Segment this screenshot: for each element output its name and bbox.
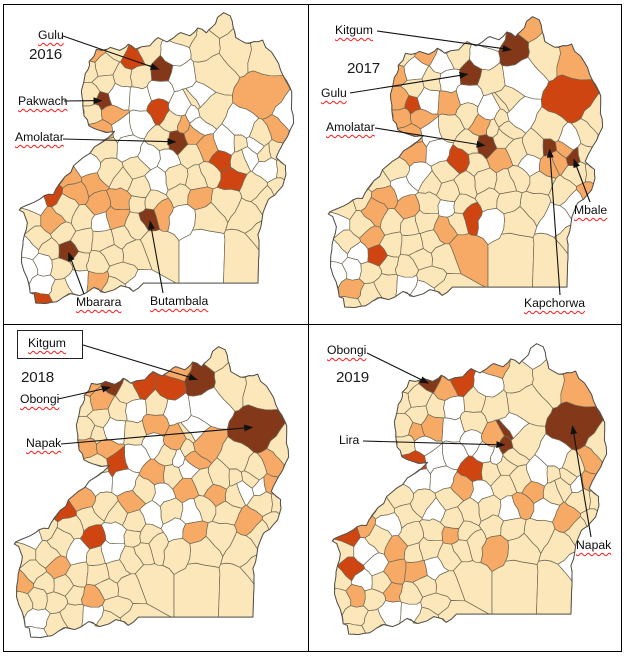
district-label-pakwach-2016: Pakwach (18, 94, 68, 108)
district-label-lira-2019: Lira (339, 433, 360, 447)
district-label-kitgum-2017: Kitgum (335, 23, 373, 37)
district-cell (437, 199, 456, 218)
district-label-butambala-2016: Butambala (150, 294, 209, 308)
district-label-mbarara-2016: Mbarara (76, 295, 122, 309)
district-label-kapchorwa-2017: Kapchorwa (524, 296, 585, 310)
district-map-2018 (13, 346, 290, 639)
district-cell (123, 529, 142, 548)
panel-divider-horizontal (3, 324, 622, 326)
year-label-2016: 2016 (29, 46, 62, 63)
label-box-kitgum (17, 330, 83, 359)
district-label-kitgum-2018: Kitgum (28, 336, 66, 350)
district-label-amolatar-2016: Amolatar (15, 130, 64, 144)
district-cell (491, 559, 539, 615)
district-cell (173, 562, 221, 618)
district-label-napak-2019: Napak (576, 538, 612, 552)
panel-divider-vertical (308, 4, 310, 652)
year-label-2019: 2019 (336, 369, 369, 386)
district-map-2019 (331, 343, 608, 636)
district-cell (441, 526, 460, 545)
district-cell (178, 228, 226, 284)
district-label-obongi-2019: Obongi (327, 343, 367, 357)
district-cell (128, 195, 147, 214)
district-label-napak-2018: Napak (26, 436, 62, 450)
year-label-2018: 2018 (21, 369, 54, 386)
figure-frame (3, 4, 622, 652)
district-label-gulu-2016: Gulu (38, 28, 64, 42)
district-cell (487, 232, 535, 288)
year-label-2017: 2017 (347, 60, 380, 77)
district-label-mbale-2017: Mbale (574, 203, 608, 217)
district-label-obongi-2018: Obongi (20, 392, 60, 406)
district-label-amolatar-2017: Amolatar (326, 120, 375, 134)
district-label-gulu-2017: Gulu (321, 86, 347, 100)
